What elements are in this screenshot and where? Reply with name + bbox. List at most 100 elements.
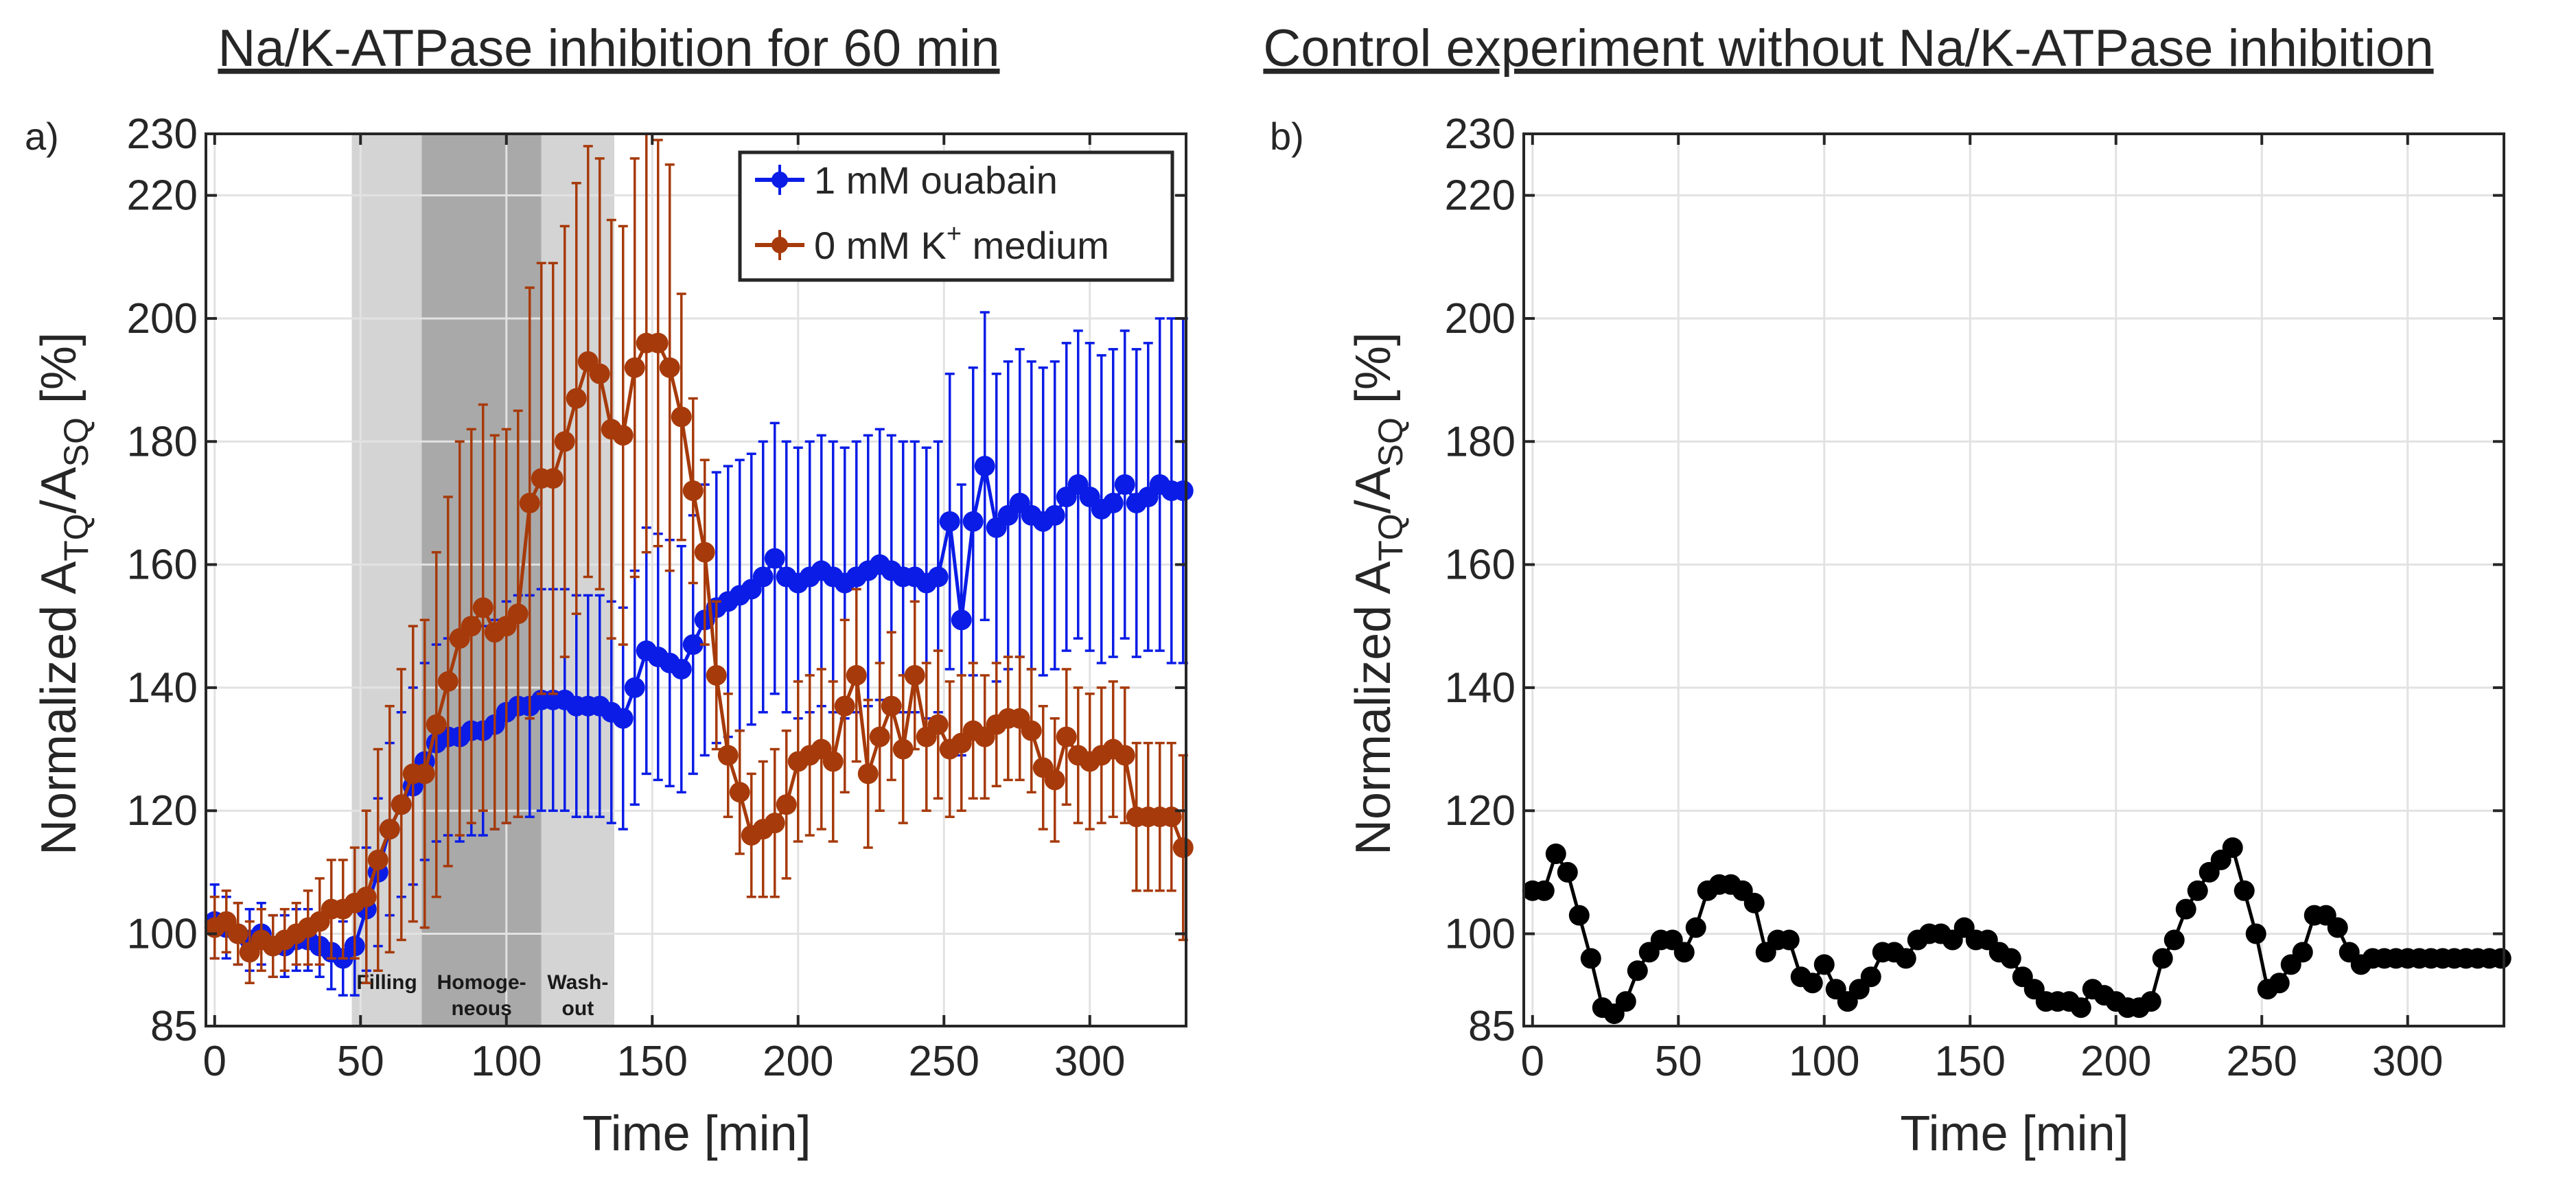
panel-a-ylabel: Normalized ATQ/ASQ [%] [32, 332, 95, 855]
data-point [694, 542, 715, 563]
panel-b-axes-box [1522, 132, 2505, 1027]
ylabel-unit: [%] [1346, 332, 1401, 417]
data-point [624, 357, 645, 378]
data-point [671, 406, 692, 428]
axis-ticks: 0 50 100 150 200 250 300 85 100 120 140 160 180 200 22… [127, 111, 1186, 1085]
data-point [2140, 991, 2161, 1012]
phase-label: neous [451, 997, 511, 1020]
data-point [519, 492, 540, 513]
data-point [927, 566, 949, 588]
data-point [542, 468, 564, 489]
data-point [881, 695, 902, 717]
data-point [2222, 837, 2243, 858]
legend-label-ouabain: 1 mM ouabain [814, 159, 1058, 202]
data-point [612, 708, 634, 729]
x-tick-label: 100 [1789, 1038, 1859, 1085]
data-point [671, 659, 692, 679]
data-point [962, 511, 984, 532]
x-tick-label: 200 [763, 1038, 833, 1085]
y-tick-label: 230 [1445, 111, 1516, 158]
data-point [822, 751, 844, 772]
data-point [1044, 504, 1065, 526]
data-point [566, 388, 587, 409]
data-point [624, 677, 645, 698]
legend-entry-ouabain: 1 mM ouabain [755, 159, 1058, 202]
x-tick-label: 50 [337, 1038, 384, 1085]
panel-b-title: Control experiment without Na/K-ATPase i… [1263, 19, 2433, 78]
data-point [834, 695, 855, 717]
data-point [1685, 917, 1706, 938]
y-tick-label: 220 [127, 172, 198, 220]
data-point [1021, 720, 1042, 741]
y-tick-label: 200 [1445, 295, 1516, 342]
panel-b: Control experiment without Na/K-ATPase i… [1263, 19, 2511, 1161]
data-point [659, 357, 680, 378]
data-point [472, 597, 494, 618]
x-tick-label: 150 [1935, 1038, 2006, 1085]
data-point [752, 566, 774, 588]
plot-data [204, 132, 1194, 997]
data-point [1895, 948, 1916, 969]
panel-a-title: Na/K-ATPase inhibition for 60 min [218, 19, 999, 78]
phase-label: Homoge- [437, 971, 526, 994]
data-point [951, 609, 972, 631]
x-tick-label: 150 [617, 1038, 688, 1085]
data-point [1580, 948, 1601, 969]
x-tick-label: 0 [203, 1038, 227, 1085]
data-point [1743, 892, 1765, 914]
panel-b-xlabel: Time [min] [1900, 1106, 2128, 1161]
data-point [437, 671, 459, 692]
y-tick-label: 160 [127, 542, 198, 589]
y-tick-label: 85 [1468, 1003, 1516, 1050]
data-point [2152, 948, 2173, 969]
data-point [974, 456, 995, 477]
data-point [2163, 929, 2185, 951]
data-point [857, 763, 879, 784]
x-tick-label: 300 [1054, 1038, 1125, 1085]
y-tick-label: 100 [127, 911, 198, 958]
y-tick-label: 220 [1445, 172, 1516, 220]
ylabel-unit: [%] [32, 332, 86, 417]
data-point [904, 664, 925, 686]
data-point [1172, 480, 1194, 501]
data-point [356, 886, 377, 907]
legend-k-main: 0 mM K [814, 224, 947, 267]
grid-lines [1524, 132, 2504, 1027]
data-point [647, 332, 669, 353]
data-point [1114, 745, 1135, 766]
x-tick-label: 250 [2227, 1038, 2297, 1085]
data-point [414, 763, 435, 784]
plot-data [1522, 837, 2511, 1025]
data-point [764, 813, 785, 834]
data-point [379, 819, 400, 840]
data-point [589, 363, 610, 384]
x-tick-label: 50 [1655, 1038, 1702, 1085]
phase-label: Wash- [547, 971, 608, 994]
panel-a: Na/K-ATPase inhibition for 60 min a) Nor… [25, 19, 1194, 1161]
data-point [764, 548, 785, 569]
data-point [1545, 843, 1566, 864]
legend-entry-k-medium: 0 mM K+ medium [755, 220, 1109, 267]
legend-k-sup: + [947, 220, 962, 248]
y-tick-label: 140 [1445, 664, 1516, 712]
data-point [1172, 837, 1194, 858]
panel-b-label: b) [1270, 115, 1304, 158]
data-point [892, 739, 914, 760]
data-point [682, 480, 704, 501]
data-point [554, 431, 575, 452]
data-point [1778, 929, 1800, 951]
data-point [426, 714, 447, 735]
series-0 [1522, 837, 2511, 1025]
data-point [1557, 861, 1578, 883]
data-point [682, 634, 704, 655]
y-tick-label: 230 [127, 111, 198, 158]
y-tick-label: 140 [127, 664, 198, 712]
legend-marker-k-medium [771, 237, 788, 253]
data-point [939, 511, 960, 532]
panel-a-label: a) [25, 115, 59, 158]
data-point [2175, 898, 2196, 920]
data-point [706, 664, 727, 686]
data-point [927, 714, 949, 735]
data-point [2268, 973, 2290, 994]
data-point [1627, 960, 1648, 981]
